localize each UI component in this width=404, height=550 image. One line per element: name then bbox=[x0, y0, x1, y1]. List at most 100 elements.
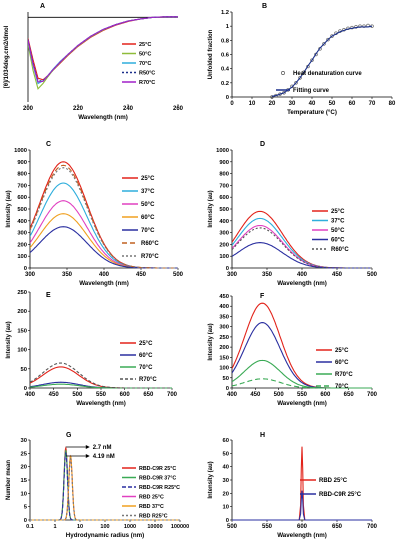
legend-swatch-b bbox=[281, 71, 285, 75]
y-tick-label-c: 400 bbox=[17, 219, 27, 225]
y-axis-title-f: Intensity (au) bbox=[208, 323, 214, 360]
data-point-b bbox=[294, 81, 298, 85]
series-h-1 bbox=[232, 490, 372, 521]
y-tick-label-f: 200 bbox=[219, 345, 229, 351]
annotation-label-g: 2.7 nM bbox=[93, 445, 112, 451]
annotation-label-g: 4.19 nM bbox=[93, 454, 115, 460]
x-tick-label-f: 500 bbox=[274, 392, 285, 398]
series-a-1 bbox=[28, 16, 178, 90]
legend-label-c: 37°C bbox=[141, 189, 155, 195]
y-tick-label-c: 900 bbox=[17, 160, 27, 166]
legend-label-f: R70°C bbox=[335, 372, 353, 378]
x-axis-title-h: Wavelength (nm) bbox=[277, 532, 327, 539]
y-tick-label-d: 500 bbox=[219, 207, 229, 213]
panel-letter-g: G bbox=[66, 432, 72, 439]
y-tick-label-c: 500 bbox=[17, 207, 27, 213]
y-tick-label-c: 300 bbox=[17, 231, 27, 237]
y-tick-label-b: 1 bbox=[226, 24, 230, 30]
x-tick-label-f: 400 bbox=[227, 392, 238, 398]
y-axis-title-d: Intensity (au) bbox=[208, 190, 214, 227]
series-e-3 bbox=[30, 362, 172, 389]
panel-letter-d: D bbox=[260, 141, 265, 148]
y-tick-label-d: 100 bbox=[219, 254, 229, 260]
y-tick-label-b: 0.6 bbox=[221, 53, 230, 59]
y-tick-label-g: 25 bbox=[21, 451, 28, 457]
series-b-1 bbox=[271, 25, 373, 97]
x-tick-label-d: 400 bbox=[297, 272, 308, 278]
legend-label-a: R50°C bbox=[139, 71, 155, 77]
annotation-arrowhead-g bbox=[85, 445, 90, 449]
y-tick-label-b: 0.4 bbox=[221, 67, 230, 73]
legend-label-h: RBD 25°C bbox=[319, 478, 348, 484]
x-axis-title-g: Hydrodynamic radius (nm) bbox=[66, 532, 144, 539]
legend-label-d: R60°C bbox=[331, 247, 349, 253]
y-axis-title-h: Intensity (au) bbox=[208, 461, 214, 498]
legend-label-b: Heat denaturation curve bbox=[293, 71, 362, 77]
series-d-4 bbox=[232, 227, 372, 269]
x-axis-title-a: Wavelength (nm) bbox=[78, 114, 128, 121]
y-tick-label-h: 20 bbox=[223, 491, 229, 497]
legend-label-a: 70°C bbox=[139, 61, 151, 67]
x-tick-label-f: 600 bbox=[320, 392, 331, 398]
x-tick-label-f: 650 bbox=[344, 392, 355, 398]
x-tick-label-e: 700 bbox=[167, 392, 178, 398]
x-tick-label-h: 550 bbox=[262, 524, 273, 530]
y-tick-label-c: 200 bbox=[17, 242, 27, 248]
y-tick-label-h: 0 bbox=[226, 518, 229, 524]
legend-label-f: 60°C bbox=[335, 360, 349, 366]
legend-label-g: RBD-C9R 25°C bbox=[139, 466, 176, 472]
y-tick-label-d: 900 bbox=[219, 160, 229, 166]
series-f-2 bbox=[232, 359, 372, 389]
x-tick-label-f: 700 bbox=[367, 392, 378, 398]
y-tick-label-c: 0 bbox=[24, 266, 27, 272]
legend-label-e: R70°C bbox=[139, 377, 157, 383]
y-tick-label-e: 250 bbox=[17, 290, 27, 296]
y-tick-label-f: 450 bbox=[219, 294, 229, 300]
x-tick-label-g: 10000 bbox=[147, 524, 162, 530]
x-tick-label-c: 300 bbox=[25, 272, 36, 278]
x-axis-title-b: Temperature (°C) bbox=[287, 109, 337, 116]
y-tick-label-f: 0 bbox=[226, 386, 229, 392]
x-tick-label-c: 350 bbox=[62, 272, 73, 278]
legend-label-e: 25°C bbox=[139, 341, 153, 347]
x-axis-title-f: Wavelength (nm) bbox=[277, 400, 327, 407]
series-a-0 bbox=[28, 16, 178, 81]
series-f-1 bbox=[232, 322, 372, 389]
x-tick-label-a: 200 bbox=[23, 106, 34, 112]
y-tick-label-b: 0 bbox=[226, 95, 229, 101]
panel-letter-f: F bbox=[260, 293, 265, 300]
y-tick-label-g: 15 bbox=[21, 478, 28, 484]
y-tick-label-d: 400 bbox=[219, 219, 229, 225]
y-axis-title-a: [θ]/1034deg.cm2/dmol bbox=[4, 25, 10, 88]
x-tick-label-b: 10 bbox=[249, 101, 256, 107]
y-tick-label-d: 600 bbox=[219, 195, 229, 201]
data-point-b bbox=[330, 34, 334, 38]
y-tick-label-e: 0 bbox=[24, 386, 27, 392]
legend-label-d: 37°C bbox=[331, 219, 345, 225]
x-tick-label-b: 60 bbox=[349, 101, 356, 107]
x-tick-label-b: 40 bbox=[309, 101, 316, 107]
x-tick-label-g: 100 bbox=[100, 524, 109, 530]
series-h-0 bbox=[232, 446, 372, 521]
x-axis-title-c: Wavelength (nm) bbox=[79, 280, 129, 287]
x-tick-label-g: 100000 bbox=[171, 524, 189, 530]
y-tick-label-b: 1.2 bbox=[221, 10, 229, 16]
panel-letter-c: C bbox=[46, 141, 51, 148]
y-tick-label-g: 30 bbox=[21, 438, 27, 444]
y-tick-label-h: 10 bbox=[223, 505, 229, 511]
legend-label-g: RBD-C9R 37°C bbox=[139, 476, 176, 482]
x-tick-label-e: 450 bbox=[49, 392, 60, 398]
legend-label-a: 50°C bbox=[139, 52, 151, 58]
y-tick-label-c: 1000 bbox=[14, 148, 27, 154]
legend-label-c: 70°C bbox=[141, 228, 155, 234]
x-tick-label-h: 500 bbox=[227, 524, 238, 530]
y-tick-label-e: 50 bbox=[21, 367, 27, 373]
y-tick-label-e: 200 bbox=[17, 309, 27, 315]
y-tick-label-c: 800 bbox=[17, 172, 27, 178]
data-point-b bbox=[358, 24, 362, 28]
x-tick-label-d: 300 bbox=[227, 272, 238, 278]
y-tick-label-b: 0.2 bbox=[221, 81, 229, 87]
y-tick-label-f: 400 bbox=[219, 304, 229, 310]
x-axis-title-d: Wavelength (nm) bbox=[277, 280, 327, 287]
series-f-3 bbox=[232, 378, 372, 389]
